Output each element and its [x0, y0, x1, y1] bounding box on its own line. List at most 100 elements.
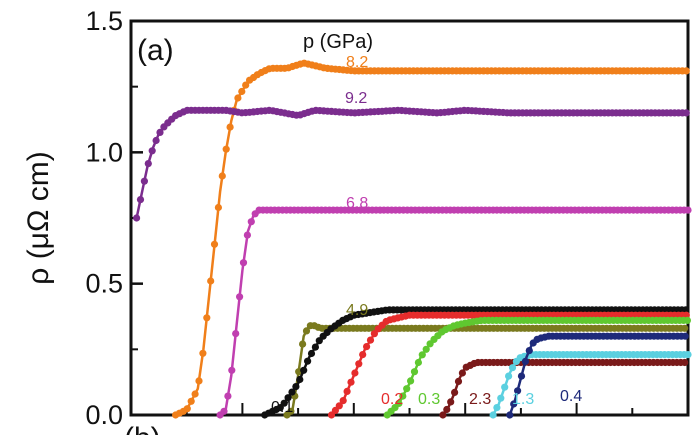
- data-point: [395, 399, 403, 407]
- series-label-6-8: 6.8: [346, 195, 368, 212]
- data-point: [681, 358, 689, 367]
- series-label-0-2: 0.2: [381, 391, 403, 408]
- series-line: [508, 334, 688, 416]
- data-point: [407, 377, 415, 385]
- data-point: [152, 136, 160, 145]
- data-point: [228, 366, 236, 374]
- data-point: [403, 385, 411, 393]
- data-point: [199, 349, 207, 357]
- data-point: [506, 411, 514, 419]
- data-point: [207, 277, 215, 285]
- data-point: [299, 340, 307, 348]
- data-point: [414, 358, 422, 367]
- data-point: [682, 306, 690, 314]
- data-point: [363, 343, 371, 351]
- series-0.3: [383, 316, 692, 419]
- data-point: [451, 388, 459, 396]
- data-point: [214, 203, 222, 212]
- y-tick-label: 1.0: [85, 137, 123, 167]
- panel-label: (a): [137, 34, 174, 67]
- data-point: [300, 366, 308, 374]
- series-label-8-2: 8.2: [346, 54, 368, 71]
- data-point: [302, 327, 311, 335]
- data-point: [501, 383, 509, 391]
- data-point: [370, 330, 378, 338]
- data-point: [284, 394, 292, 402]
- data-point: [489, 411, 497, 419]
- data-point: [517, 372, 526, 380]
- series-label-1-3: 1.3: [512, 391, 534, 408]
- data-point: [418, 351, 426, 359]
- data-point: [359, 351, 367, 359]
- data-point: [239, 259, 248, 267]
- series-9.2: [133, 106, 690, 222]
- data-point: [422, 345, 430, 353]
- data-point: [399, 392, 407, 400]
- data-point: [525, 347, 533, 355]
- data-point: [335, 402, 343, 410]
- data-point: [682, 109, 690, 117]
- data-point: [355, 360, 363, 368]
- series-0.4: [506, 332, 689, 419]
- data-point: [140, 177, 148, 185]
- series-label-9-2: 9.2: [345, 90, 367, 107]
- data-point: [296, 375, 304, 384]
- data-point: [497, 394, 505, 402]
- data-point: [454, 377, 463, 385]
- data-point: [191, 390, 199, 398]
- data-point: [238, 87, 246, 96]
- data-point: [195, 377, 203, 385]
- series-label-4-9: 4.9: [346, 302, 368, 319]
- y-axis-label: ρ (μΩ cm): [22, 151, 55, 284]
- data-point: [682, 67, 690, 75]
- data-point: [521, 357, 530, 365]
- data-point: [226, 123, 234, 131]
- series-6.8: [216, 206, 692, 419]
- data-point: [218, 172, 226, 180]
- series-label-0-4: 0.4: [560, 388, 582, 405]
- data-point: [447, 398, 455, 406]
- data-point: [236, 293, 244, 301]
- data-point: [439, 411, 447, 419]
- series-1.3: [489, 351, 692, 419]
- series-0.1: [261, 306, 690, 419]
- data-point: [443, 405, 451, 414]
- data-point: [287, 407, 295, 415]
- data-point: [220, 407, 228, 415]
- series-label-2-3: 2.3: [469, 391, 491, 408]
- data-point: [148, 147, 156, 155]
- data-point: [351, 369, 359, 377]
- data-point: [136, 196, 145, 204]
- data-point: [343, 387, 351, 395]
- data-point: [232, 330, 240, 338]
- data-point: [183, 405, 191, 413]
- data-point: [224, 392, 232, 400]
- data-point: [243, 231, 251, 239]
- data-point: [684, 206, 692, 214]
- data-point: [187, 397, 195, 405]
- data-point: [210, 240, 219, 248]
- data-point: [505, 372, 513, 380]
- data-point: [684, 351, 692, 359]
- data-point: [234, 94, 242, 102]
- data-point: [242, 81, 250, 89]
- data-point: [493, 404, 501, 412]
- data-point: [514, 387, 522, 395]
- data-point: [683, 316, 692, 324]
- data-point: [288, 388, 296, 396]
- data-point: [292, 383, 300, 391]
- y-axis-ticks: 0.0 0.5 1.0 1.5: [85, 6, 143, 430]
- data-point: [366, 336, 375, 344]
- data-point: [347, 378, 355, 386]
- data-point: [307, 349, 316, 358]
- x-axis-ticks: [130, 403, 689, 415]
- data-point: [311, 343, 319, 351]
- data-point: [681, 332, 689, 340]
- data-point: [247, 218, 255, 226]
- data-point: [156, 128, 164, 136]
- data-point: [508, 364, 517, 372]
- legend-title: p (GPa): [303, 31, 373, 53]
- data-point: [144, 160, 152, 168]
- data-point: [280, 399, 288, 407]
